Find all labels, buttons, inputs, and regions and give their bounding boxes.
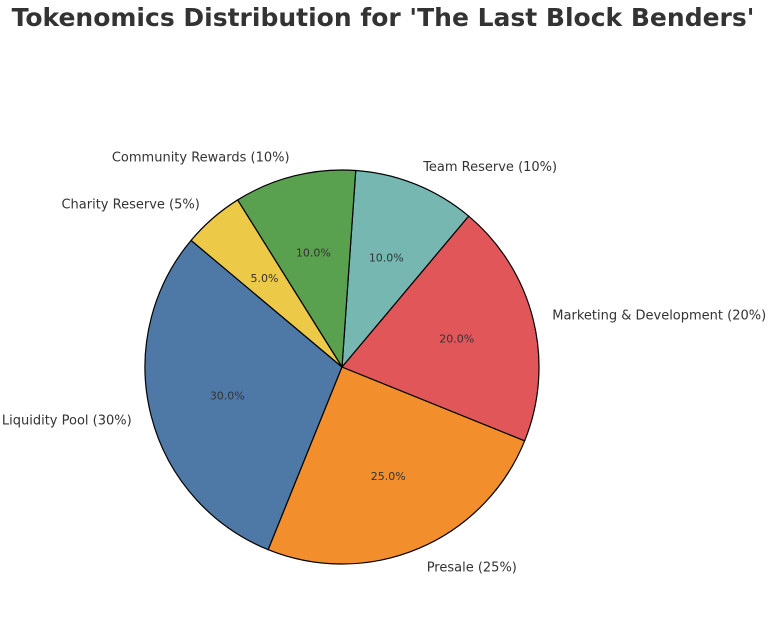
slice-label-liquidity-pool: Liquidity Pool (30%) [2, 413, 132, 428]
slice-label-charity-reserve: Charity Reserve (5%) [61, 198, 199, 213]
pct-label-presale: 25.0% [371, 470, 406, 483]
pie-slice-liquidity-pool [144, 239, 343, 551]
pie-slice-marketing-and-development [341, 215, 540, 442]
pie-slice-charity-reserve [190, 199, 343, 368]
pie-labels: Liquidity Pool (30%) 30.0% Presale (25%) 25… [2, 151, 766, 576]
slice-label-community-rewards: Community Rewards (10%) [112, 151, 290, 166]
pct-label-marketing-and-development: 20.0% [439, 332, 474, 345]
pie-slices [144, 169, 540, 565]
pct-label-charity-reserve: 5.0% [251, 272, 279, 285]
pct-label-liquidity-pool: 30.0% [210, 390, 245, 403]
chart-title: Tokenomics Distribution for 'The Last Bl… [12, 3, 755, 32]
pct-label-team-reserve: 10.0% [369, 251, 404, 264]
slice-label-marketing-and-development: Marketing & Development (20%) [552, 309, 766, 324]
pie-slice-team-reserve [341, 169, 470, 368]
pie-slice-community-rewards [237, 169, 357, 368]
pie-slice-presale [267, 366, 526, 565]
slice-label-team-reserve: Team Reserve (10%) [422, 160, 557, 175]
pct-label-community-rewards: 10.0% [296, 246, 331, 259]
slice-label-presale: Presale (25%) [427, 561, 517, 576]
